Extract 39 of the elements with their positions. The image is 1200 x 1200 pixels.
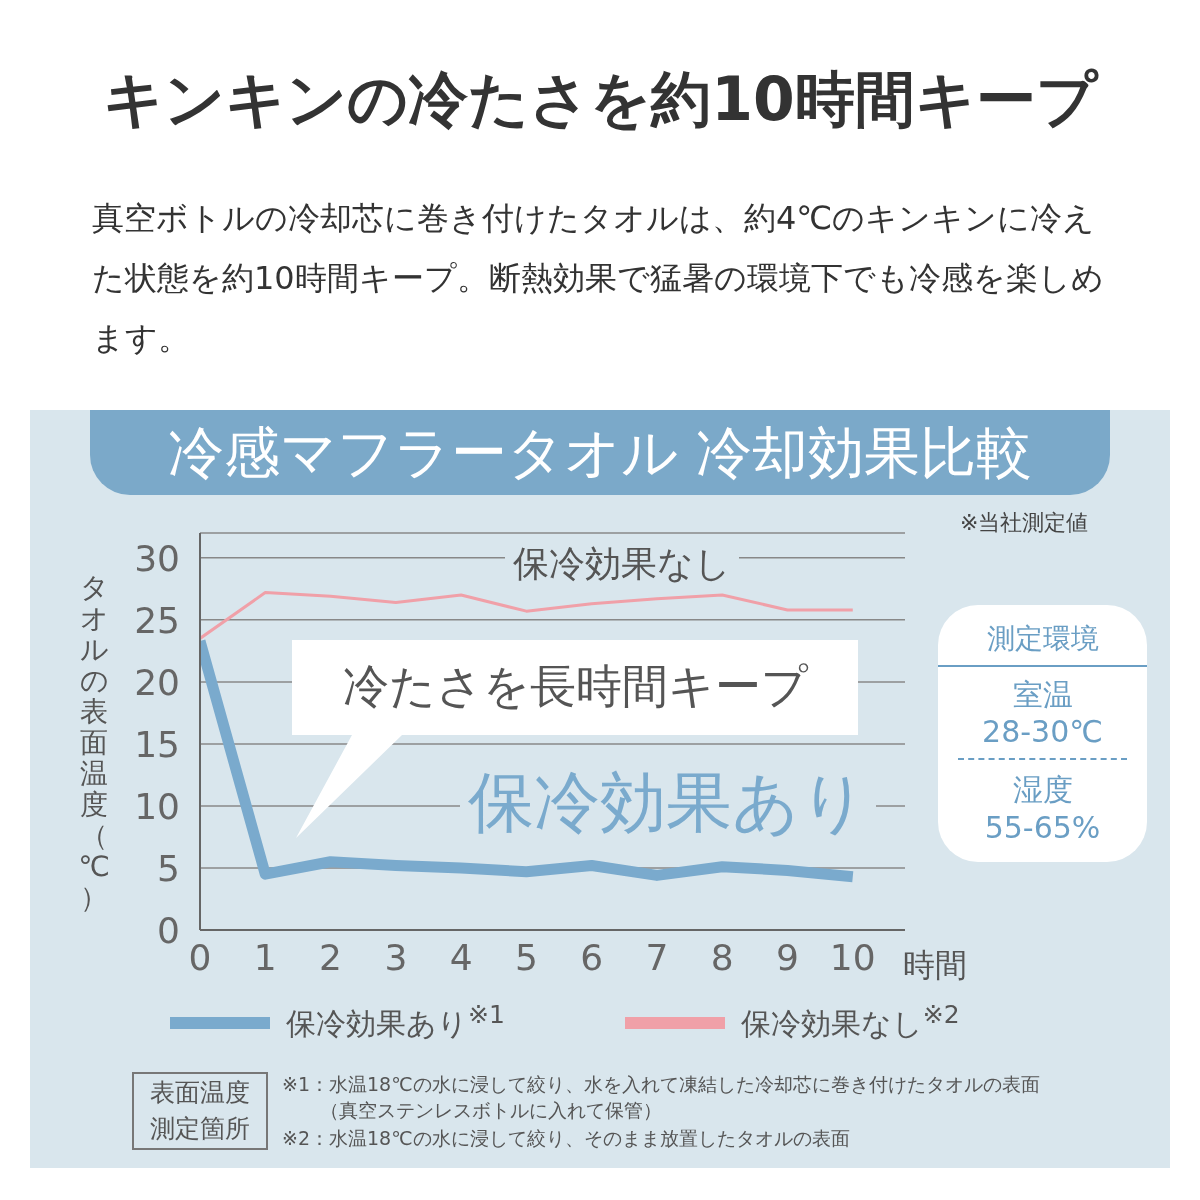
text: ※当社測定値	[960, 509, 1089, 537]
text: 28-30℃	[981, 714, 1104, 749]
y-tick-label: 10	[134, 785, 180, 827]
legend-label: 保冷効果あり$^{※1}$	[286, 1000, 505, 1043]
text: 湿度	[1011, 771, 1074, 809]
y-tick-label: 5	[157, 847, 180, 889]
annotation: 冷たさを長時間キープ	[341, 658, 810, 715]
x-tick-label: 10	[829, 936, 876, 978]
chart-title: キンキンの冷たさを約10時間キープ	[102, 63, 1100, 136]
x-tick-label: 6	[580, 936, 604, 978]
x-tick-label: 9	[776, 936, 799, 978]
x-tick-label: 0	[188, 936, 212, 978]
x-tick-label: 3	[384, 936, 408, 978]
chart-subtitle: 真空ボトルの冷却芯に巻き付けたタオルは、約4℃のキンキンに冷えた状態を約10時間キープ。断熱効果で猛暑の環境下でも冷感を楽しめます。	[92, 198, 1105, 359]
text: 測定環境	[985, 621, 1100, 657]
y-tick-label: 15	[134, 723, 180, 765]
x-tick-label: 4	[449, 936, 473, 978]
text: 表面温度測定箇所	[149, 1077, 251, 1145]
line-series	[200, 591, 855, 640]
text: ※1：水温18℃の水に浸して絞り、水を入れて凍結した冷却芯に巻き付けたタオルの表面	[282, 1072, 1040, 1097]
y-tick-label: 25	[134, 599, 180, 641]
legend-label: 保冷効果なし$^{※2}$	[740, 1000, 960, 1043]
x-tick-label: 1	[253, 936, 277, 978]
annotation: 保冷効果なし	[505, 540, 739, 589]
y-tick-label: 30	[134, 537, 180, 579]
y-tick-label: 20	[134, 661, 180, 703]
x-tick-label: 2	[319, 936, 343, 978]
text: ※2：水温18℃の水に浸して絞り、そのまま放置したタオルの表面	[282, 1126, 850, 1151]
annotation: 保冷効果あり	[460, 758, 876, 848]
text: 室温	[1012, 677, 1073, 712]
text: 冷感マフラータオル 冷却効果比較	[90, 410, 1110, 495]
x-tick-label: 7	[645, 936, 669, 978]
text: タオルの表面温度（℃）	[78, 571, 110, 914]
y-tick-label: 0	[157, 909, 180, 951]
x-tick-label: 5	[514, 936, 538, 978]
x-tick-label: 8	[710, 936, 734, 978]
text: （真空ステンレスボトルに入れて保管）	[320, 1098, 662, 1123]
text: 55-65%	[983, 810, 1102, 845]
x-axis-title: 時間	[903, 945, 967, 986]
